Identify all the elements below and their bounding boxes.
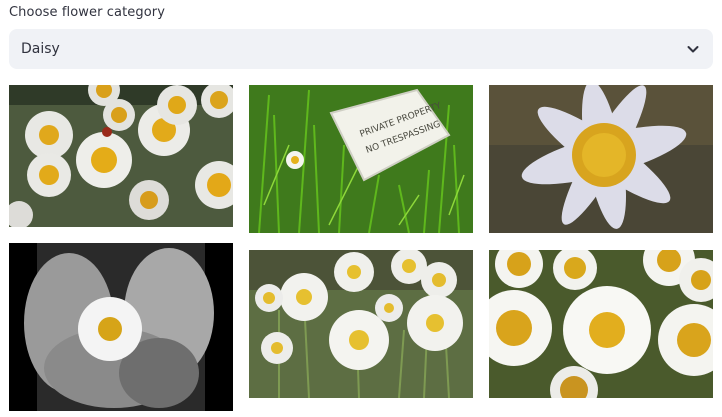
daisy-image-4 (9, 243, 233, 411)
select-label: Choose flower category (9, 5, 166, 20)
daisy-image-3 (489, 85, 713, 233)
chevron-down-icon[interactable] (685, 41, 701, 57)
daisy-image-2: PRIVATE PROPERTY NO TRESPASSING (249, 85, 473, 233)
daisy-image-6 (489, 250, 713, 398)
flower-category-select[interactable]: Daisy (9, 29, 713, 69)
daisy-image-5 (249, 250, 473, 398)
selected-value: Daisy (21, 41, 60, 57)
daisy-image-1 (9, 85, 233, 227)
